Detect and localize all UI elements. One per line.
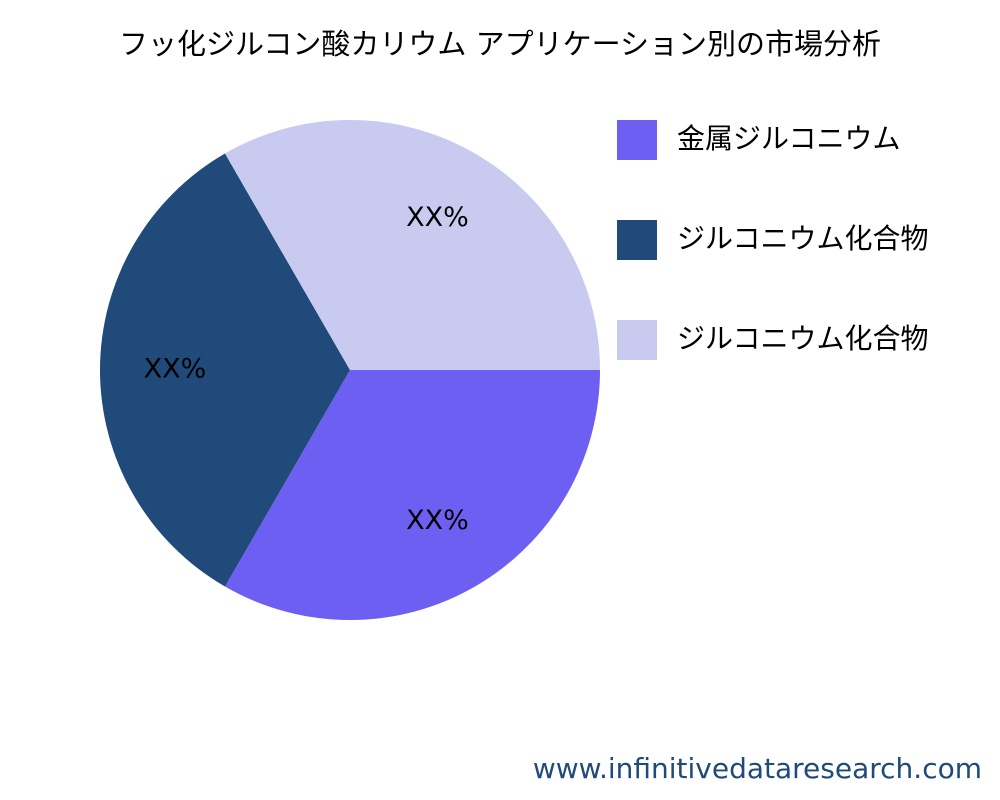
- legend-label: 金属ジルコニウム: [677, 122, 900, 155]
- legend-swatch: [617, 220, 657, 260]
- slice-label: XX%: [406, 202, 469, 233]
- pie-slice: [225, 370, 600, 620]
- legend-swatch: [617, 120, 657, 160]
- legend-label: ジルコニウム化合物: [677, 222, 928, 255]
- legend-swatch: [617, 320, 657, 360]
- chart-title: フッ化ジルコン酸カリウム アプリケーション別の市場分析: [119, 27, 881, 61]
- legend-label: ジルコニウム化合物: [677, 322, 928, 355]
- pie-slice: [225, 119, 600, 370]
- slice-label: XX%: [406, 505, 469, 536]
- slice-label: XX%: [144, 354, 207, 385]
- source-link: www.infinitivedataresearch.com: [533, 752, 982, 785]
